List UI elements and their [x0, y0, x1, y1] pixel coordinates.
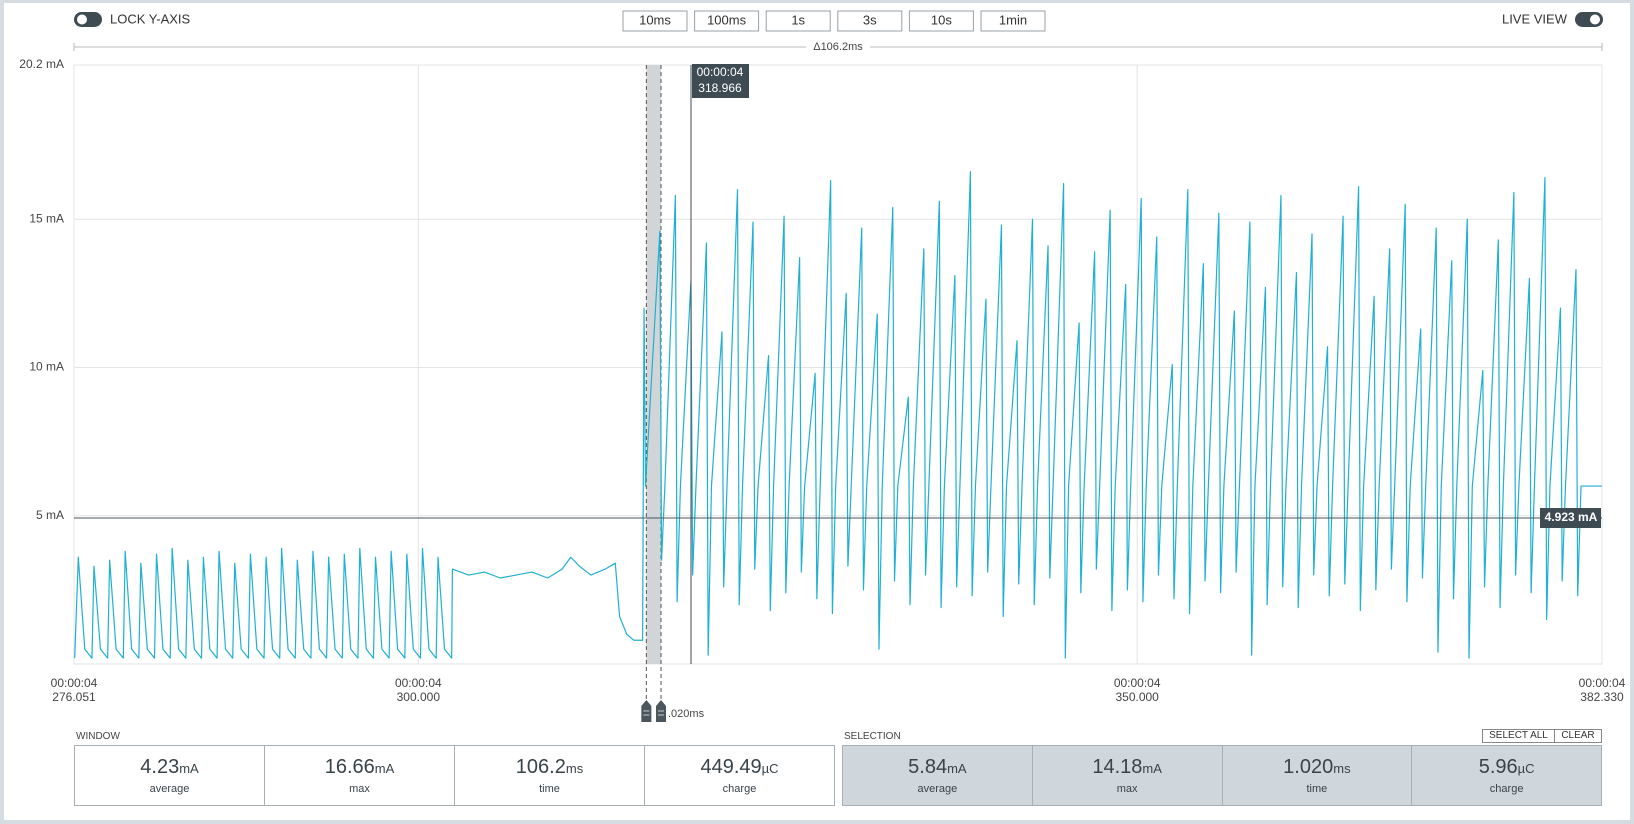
- window-title: WINDOW: [76, 731, 120, 742]
- range-button-label: 100ms: [707, 12, 747, 27]
- range-button-label: 10s: [931, 12, 952, 27]
- window-stats: 4.23mA average 16.66mA max 106.2ms time 449.49…: [74, 745, 835, 806]
- stat-cell: 106.2ms time: [455, 746, 645, 805]
- stat-value: 14.18: [1092, 756, 1143, 778]
- stat-label: average: [917, 783, 958, 795]
- y-tick-label: 20.2 mA: [19, 57, 64, 71]
- y-tick-label: 10 mA: [29, 360, 64, 374]
- stat-label: time: [1306, 783, 1328, 795]
- stat-cell: 1.020ms time: [1223, 746, 1413, 805]
- stat-value-line: 4.23mA: [140, 756, 198, 779]
- stat-value: 1.020: [1283, 756, 1334, 778]
- stat-cell: 5.84mA average: [843, 746, 1033, 805]
- x-tick-label: 00:00:04 300.000: [394, 676, 442, 704]
- range-button[interactable]: [908, 10, 974, 32]
- stat-value: 5.96: [1478, 756, 1518, 778]
- range-button-label: 3s: [863, 12, 877, 27]
- y-tick-label: 15 mA: [29, 211, 64, 225]
- stat-value-line: 106.2ms: [516, 756, 583, 779]
- y-tick-label: 5 mA: [36, 508, 64, 522]
- stat-value-line: 1.020ms: [1283, 756, 1350, 779]
- stat-value: 449.49: [700, 756, 762, 778]
- stat-cell: 4.23mA average: [75, 746, 265, 805]
- lock-label: LOCK Y-AXIS: [110, 11, 191, 26]
- stat-label: time: [539, 783, 560, 795]
- stat-unit: mA: [1142, 761, 1162, 776]
- stat-value-line: 14.18mA: [1092, 756, 1162, 779]
- stat-cell: 16.66mA max: [265, 746, 455, 805]
- range-button[interactable]: [837, 10, 903, 32]
- stat-label: max: [1116, 783, 1138, 795]
- cursor-tooltip: [691, 64, 749, 98]
- selection-width-label: .020ms: [668, 708, 705, 720]
- delta-label-bg: [806, 40, 870, 54]
- stat-value: 106.2: [515, 756, 566, 778]
- stat-unit: ms: [1333, 761, 1351, 776]
- stat-value: 5.84: [908, 756, 948, 778]
- stat-label: charge: [722, 783, 757, 795]
- stat-label: average: [149, 783, 190, 795]
- reference-label: 4.923 mA: [1545, 510, 1598, 524]
- stat-cell: 5.96µC charge: [1412, 746, 1601, 805]
- range-button[interactable]: [765, 10, 831, 32]
- stat-cell: 449.49µC charge: [645, 746, 834, 805]
- stat-unit: mA: [179, 761, 199, 776]
- delta-label: Δ106.2ms: [813, 41, 863, 53]
- select-all-button[interactable]: SELECT ALL: [1482, 729, 1555, 743]
- x-tick-label: 00:00:04 350.000: [1113, 676, 1161, 704]
- x-tick-label: 00:00:04 276.051: [50, 676, 98, 704]
- stat-value-line: 16.66mA: [325, 756, 395, 779]
- range-button-label: 1s: [791, 12, 805, 27]
- stat-label: charge: [1489, 783, 1524, 795]
- lock-toggle-knob: [77, 14, 87, 25]
- stat-unit: µC: [761, 761, 779, 776]
- reference-label-bg: [1540, 508, 1601, 529]
- stat-value: 4.23: [140, 756, 180, 778]
- range-button-label: 10ms: [639, 12, 671, 27]
- selection-region: [646, 65, 662, 664]
- range-button[interactable]: [694, 10, 760, 32]
- stat-value-line: 5.96µC: [1479, 756, 1535, 779]
- stat-unit: mA: [947, 761, 967, 776]
- clear-button[interactable]: CLEAR: [1554, 729, 1602, 743]
- selection-title: SELECTION: [844, 731, 901, 742]
- cursor-value: 318.966: [698, 81, 742, 95]
- live-toggle-knob: [1590, 14, 1600, 25]
- range-button-label: 1min: [999, 12, 1027, 27]
- stat-cell: 14.18mA max: [1033, 746, 1223, 805]
- stat-value-line: 449.49µC: [700, 756, 778, 779]
- plot-frame: [73, 64, 1603, 665]
- x-tick-label: 00:00:04 382.330: [1578, 676, 1626, 704]
- stat-label: max: [349, 783, 370, 795]
- current-trace: [74, 171, 1602, 659]
- stat-unit: mA: [374, 761, 395, 776]
- stat-value: 16.66: [324, 756, 375, 778]
- range-button[interactable]: [622, 10, 688, 32]
- cursor-time: 00:00:04: [697, 65, 744, 79]
- selection-stats: 5.84mA average 14.18mA max 1.020ms time 5.96µC…: [842, 745, 1602, 806]
- stat-unit: ms: [565, 761, 584, 776]
- range-button[interactable]: [980, 10, 1046, 32]
- stat-value-line: 5.84mA: [908, 756, 966, 779]
- stat-unit: µC: [1517, 761, 1535, 776]
- live-label: LIVE VIEW: [1502, 11, 1568, 26]
